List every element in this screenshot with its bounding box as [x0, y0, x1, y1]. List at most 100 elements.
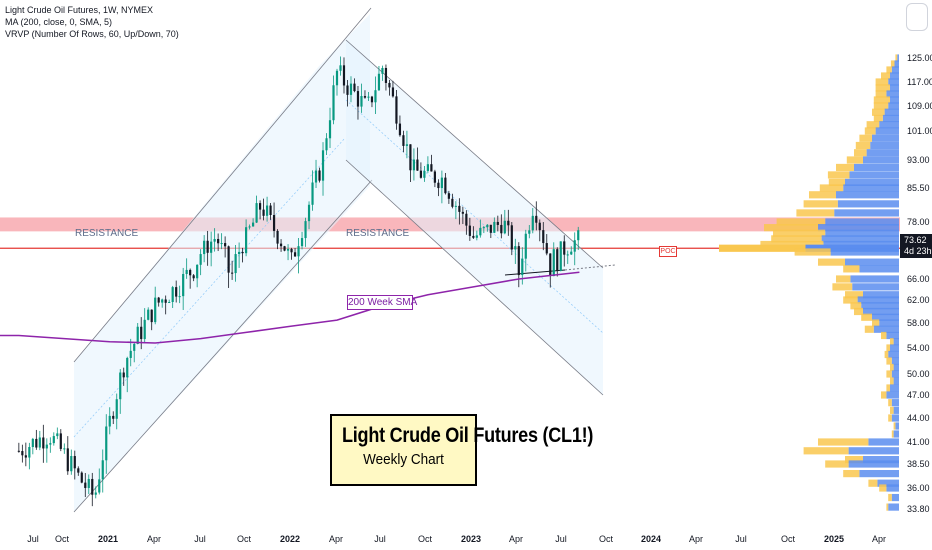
y-tick-label: 85.50: [907, 183, 930, 193]
vp-up-row: [868, 438, 899, 446]
vp-up-row: [873, 325, 899, 333]
y-tick-label: 41.00: [907, 437, 930, 447]
vp-down-row: [872, 319, 880, 327]
candle-up: [143, 319, 146, 340]
x-tick-label: Apr: [689, 534, 703, 544]
candle-down: [398, 123, 402, 136]
vp-down-row: [873, 102, 889, 110]
legend-symbol[interactable]: Light Crude Oil Futures, 1W, NYMEX: [5, 5, 153, 15]
vp-up-row: [891, 399, 899, 407]
x-tick-label: Apr: [147, 534, 161, 544]
candle-up: [440, 177, 443, 189]
candle-up: [367, 96, 370, 98]
vp-up-row: [854, 163, 899, 172]
vp-down-row: [868, 479, 878, 487]
vp-down-row: [891, 430, 894, 438]
candle-up: [486, 224, 489, 228]
vp-down-row: [875, 84, 890, 92]
x-tick-label: Apr: [872, 534, 886, 544]
vp-up-row: [821, 235, 899, 243]
y-tick-label: 58.00: [907, 318, 930, 328]
legend-ma[interactable]: MA (200, close, 0, SMA, 5): [5, 17, 112, 27]
vp-up-row: [893, 406, 899, 414]
candle-up: [325, 138, 328, 151]
candle-up: [412, 159, 416, 171]
candles-layer[interactable]: [17, 56, 580, 507]
vp-up-row: [825, 229, 899, 237]
vp-down-row: [803, 200, 838, 208]
candle-down: [269, 205, 272, 216]
candle-down: [507, 220, 510, 226]
candle-up: [377, 73, 381, 91]
vp-down-row: [893, 422, 896, 430]
vp-down-row: [796, 209, 835, 217]
candle-up: [307, 204, 311, 222]
candle-down: [206, 240, 209, 253]
vp-up-row: [872, 134, 899, 142]
vp-up-row: [843, 184, 899, 192]
vp-up-row: [849, 171, 899, 179]
candle-down: [458, 205, 461, 212]
vp-up-row: [863, 291, 899, 299]
candle-up: [514, 246, 517, 250]
vp-down-row: [819, 184, 844, 192]
candle-down: [437, 182, 440, 189]
chart-settings-button[interactable]: [906, 3, 928, 31]
candle-down: [318, 170, 321, 181]
sma-200w-line: [0, 271, 580, 344]
chart-title-box: Light Crude Oil Futures (CL1!) Weekly Ch…: [330, 414, 593, 486]
chart-subtitle: Weekly Chart: [363, 451, 444, 468]
sma-label-tag: 200 Week SMA: [347, 295, 418, 310]
candle-up: [304, 221, 307, 239]
last-price-value: 73.62: [904, 235, 927, 245]
vp-down-row: [825, 460, 849, 468]
falling-channel-mid: [345, 99, 604, 334]
x-tick-label: Jul: [374, 534, 386, 544]
vp-down-row: [803, 447, 849, 455]
y-tick-label: 38.50: [907, 459, 930, 469]
candle-up: [238, 251, 241, 255]
vp-up-row: [877, 479, 899, 487]
candle-up: [56, 433, 59, 437]
candle-up: [405, 144, 409, 146]
candle-down: [272, 215, 276, 231]
vp-up-row: [834, 209, 899, 217]
legend-vrvp[interactable]: VRVP (Number Of Rows, 60, Up/Down, 70): [5, 29, 179, 39]
candle-up: [168, 302, 171, 304]
candle-up: [454, 205, 457, 207]
candle-up: [161, 299, 164, 303]
candle-up: [328, 120, 332, 139]
y-tick-label: 33.80: [907, 504, 930, 514]
candle-up: [265, 205, 269, 216]
vp-down-row: [764, 224, 818, 232]
candle-up: [531, 215, 534, 231]
candle-up: [423, 170, 426, 178]
candle-down: [59, 433, 62, 449]
candle-down: [66, 448, 69, 472]
time-axis[interactable]: Jul Oct 2021 Apr Jul Oct 2022 Apr Jul Oct 2023 Apr J…: [27, 534, 886, 544]
vp-down-row: [875, 78, 889, 86]
last-price-badge: 73.62 4d 23h: [900, 234, 932, 258]
vp-up-row: [859, 265, 899, 273]
x-tick-label: Oct: [599, 534, 614, 544]
x-tick-label: Oct: [418, 534, 433, 544]
x-tick-label: Oct: [237, 534, 252, 544]
candle-up: [426, 164, 429, 171]
vp-down-row: [773, 229, 826, 237]
vp-up-row: [895, 422, 899, 430]
candle-down: [241, 251, 244, 254]
candle-down: [112, 415, 115, 419]
candle-up: [119, 372, 122, 400]
vp-up-row: [875, 127, 899, 135]
candle-down: [293, 252, 297, 257]
x-tick-label: Jul: [735, 534, 747, 544]
vp-up-row: [872, 313, 899, 321]
candle-down: [535, 215, 538, 223]
vp-down-row: [827, 171, 850, 179]
x-tick-label: 2024: [641, 534, 661, 544]
candle-up: [126, 357, 129, 378]
y-tick-label: 117.00: [907, 77, 932, 87]
vp-up-row: [845, 178, 899, 186]
candle-down: [258, 203, 262, 210]
vp-down-row: [888, 399, 892, 407]
